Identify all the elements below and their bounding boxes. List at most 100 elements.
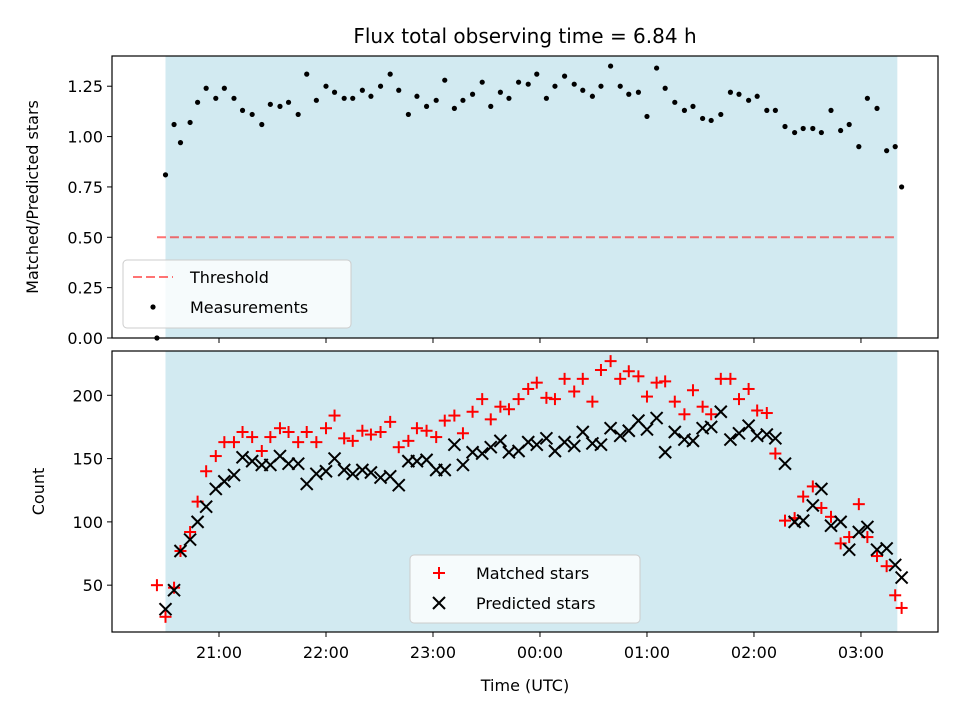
- bottom-legend-box: [409, 554, 641, 624]
- predicted-star-point: [173, 544, 188, 558]
- predicted-star-point: [557, 435, 572, 449]
- measurement-point: [580, 87, 586, 93]
- predicted-star-point: [613, 429, 627, 443]
- matched-star-point: [246, 431, 259, 444]
- measurement-point: [810, 125, 816, 132]
- predicted-star-point: [894, 570, 909, 585]
- bottom-y-tick-label: 150: [72, 450, 103, 469]
- top-x-ticks: [218, 338, 862, 343]
- predicted-star-point: [860, 520, 875, 534]
- legend-matched-label: Matched stars: [476, 564, 589, 583]
- matched-star-point: [168, 581, 181, 594]
- matched-star-point: [227, 436, 240, 449]
- matched-star-point: [705, 408, 718, 421]
- matched-star-point: [558, 372, 571, 385]
- matched-star-point: [678, 408, 691, 421]
- matched-star-point: [328, 409, 341, 422]
- predicted-star-point: [833, 515, 848, 529]
- legend-measurements-swatch: [150, 304, 156, 310]
- matched-star-point: [797, 490, 810, 503]
- measurement-point: [884, 148, 890, 154]
- predicted-star-point: [364, 465, 378, 480]
- matched-star-point: [484, 413, 497, 426]
- measurement-point: [792, 129, 798, 136]
- measurement-point: [377, 83, 384, 89]
- matched-star-point: [815, 501, 828, 514]
- measurement-point: [626, 91, 632, 97]
- measurement-point: [772, 107, 778, 113]
- predicted-star-point: [640, 422, 654, 437]
- predicted-star-point: [888, 558, 902, 572]
- matched-star-point: [338, 432, 351, 445]
- matched-star-point: [530, 376, 543, 389]
- measurement-point: [405, 111, 411, 118]
- top-legend: Threshold Measurements: [122, 259, 352, 329]
- measurement-point: [681, 107, 688, 113]
- predicted-star-point: [732, 426, 746, 440]
- matched-star-point: [742, 382, 755, 395]
- measurement-point: [433, 97, 439, 103]
- matched-star-point: [494, 400, 507, 413]
- matched-stars-points: [150, 355, 908, 623]
- matched-star-point: [159, 610, 172, 623]
- matched-star-point: [540, 391, 553, 404]
- matched-star-point: [502, 403, 515, 416]
- predicted-star-point: [319, 464, 333, 478]
- matched-star-point: [895, 601, 908, 614]
- predicted-star-point: [475, 446, 489, 461]
- predicted-star-point: [814, 482, 829, 496]
- bottom-y-ticks: 50 100 150 200: [72, 386, 112, 595]
- measurement-point: [515, 79, 522, 85]
- measurement-point: [323, 83, 329, 89]
- measurement-point: [249, 111, 255, 118]
- measurement-point: [171, 121, 177, 128]
- matched-star-point: [724, 372, 737, 385]
- matched-star-point: [889, 589, 902, 602]
- predicted-star-point: [649, 411, 664, 425]
- matched-star-point: [568, 385, 581, 398]
- measurement-point: [194, 99, 201, 105]
- x-tick-label: 00:00: [517, 643, 563, 662]
- measurement-point: [708, 117, 714, 124]
- measurement-point: [746, 97, 752, 103]
- measurement-point: [754, 93, 760, 99]
- legend-matched-swatch: [433, 567, 445, 579]
- matched-star-point: [640, 390, 653, 403]
- predicted-star-point: [355, 463, 370, 477]
- top-y-ticks: 0.00 0.25 0.50 0.75 1.00 1.25: [67, 77, 112, 348]
- matched-star-point: [576, 372, 589, 385]
- predicted-star-point: [327, 451, 342, 466]
- matched-star-point: [806, 480, 819, 493]
- measurement-point: [672, 99, 678, 105]
- top-y-tick-label: 0.50: [67, 228, 103, 247]
- matched-star-point: [696, 400, 709, 413]
- predicted-star-point: [668, 425, 682, 439]
- measurement-point: [187, 119, 193, 126]
- matched-star-point: [300, 426, 313, 439]
- predicted-star-point: [704, 420, 718, 434]
- bottom-y-tick-label: 100: [72, 513, 103, 532]
- predicted-star-point: [493, 434, 508, 448]
- measurement-point: [177, 140, 184, 146]
- matched-star-point: [614, 372, 627, 385]
- predicted-star-point: [521, 435, 535, 449]
- bottom-y-tick-label: 200: [72, 386, 103, 405]
- matched-star-point: [594, 363, 607, 376]
- measurement-point: [571, 81, 577, 87]
- matched-star-point: [751, 404, 764, 417]
- matched-star-point: [150, 579, 163, 592]
- measurement-point: [295, 111, 301, 118]
- matched-star-point: [852, 498, 865, 511]
- bottom-panel: 50 100 150 200 21:00 22:00 23:00 00:00 01:00 02:…: [29, 350, 939, 695]
- matched-star-point: [346, 434, 359, 447]
- legend-predicted-label: Predicted stars: [476, 594, 596, 613]
- measurement-point: [690, 103, 696, 109]
- predicted-star-point: [309, 467, 324, 481]
- top-axes-frame: [111, 55, 939, 339]
- measurement-point: [350, 95, 356, 101]
- top-y-axis-label: Matched/Predicted stars: [23, 100, 42, 294]
- predicted-star-point: [567, 439, 581, 453]
- measurement-point: [277, 103, 283, 109]
- matched-star-point: [184, 526, 197, 539]
- predicted-star-point: [199, 499, 213, 514]
